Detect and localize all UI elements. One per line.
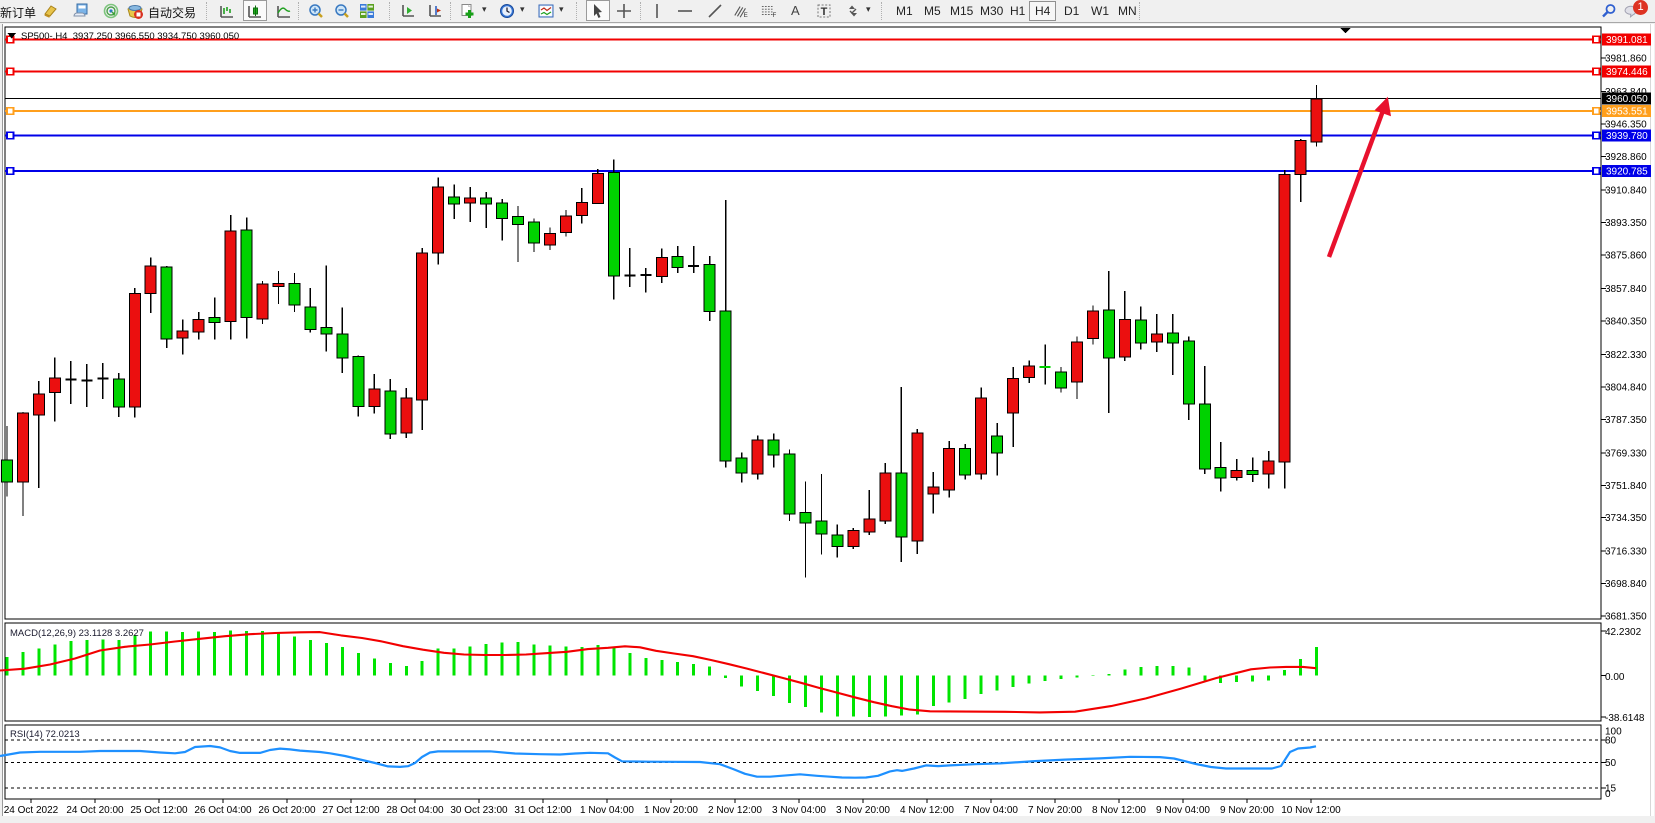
svg-text:24 Oct 20:00: 24 Oct 20:00: [66, 805, 124, 816]
svg-text:3920.785: 3920.785: [1606, 167, 1648, 178]
svg-text:3681.350: 3681.350: [1605, 612, 1647, 623]
svg-text:3 Nov 20:00: 3 Nov 20:00: [836, 805, 890, 816]
svg-text:-38.6148: -38.6148: [1605, 713, 1645, 724]
svg-text:3769.330: 3769.330: [1605, 448, 1647, 459]
svg-text:80: 80: [1605, 736, 1617, 747]
svg-text:3840.350: 3840.350: [1605, 316, 1647, 327]
svg-text:15: 15: [1605, 784, 1617, 795]
svg-text:27 Oct 12:00: 27 Oct 12:00: [322, 805, 380, 816]
svg-text:F: F: [773, 12, 777, 19]
svg-text:7 Nov 04:00: 7 Nov 04:00: [964, 805, 1018, 816]
svg-text:E: E: [744, 12, 748, 19]
svg-text:3875.860: 3875.860: [1605, 251, 1647, 262]
svg-text:10 Nov 12:00: 10 Nov 12:00: [1281, 805, 1341, 816]
svg-text:SP500-.H4 3937.250 3966.550 3: SP500-.H4 3937.250 3966.550 3934.750 396…: [21, 31, 239, 42]
svg-text:3734.350: 3734.350: [1605, 513, 1647, 524]
svg-text:8 Nov 12:00: 8 Nov 12:00: [1092, 805, 1146, 816]
svg-text:3698.840: 3698.840: [1605, 579, 1647, 590]
svg-text:RSI(14) 72.0213: RSI(14) 72.0213: [10, 729, 80, 740]
svg-text:3946.350: 3946.350: [1605, 120, 1647, 131]
svg-text:24 Oct 2022: 24 Oct 2022: [4, 805, 59, 816]
svg-text:0: 0: [1605, 789, 1611, 800]
svg-text:1 Nov 20:00: 1 Nov 20:00: [644, 805, 698, 816]
svg-text:2 Nov 12:00: 2 Nov 12:00: [708, 805, 762, 816]
svg-text:50: 50: [1605, 758, 1617, 769]
svg-text:30 Oct 23:00: 30 Oct 23:00: [450, 805, 508, 816]
svg-text:3939.780: 3939.780: [1606, 131, 1648, 142]
svg-text:26 Oct 20:00: 26 Oct 20:00: [258, 805, 316, 816]
svg-text:3960.050: 3960.050: [1606, 94, 1648, 105]
svg-text:3716.330: 3716.330: [1605, 547, 1647, 558]
svg-text:3804.840: 3804.840: [1605, 382, 1647, 393]
svg-text:3953.551: 3953.551: [1606, 107, 1648, 118]
svg-text:9 Nov 04:00: 9 Nov 04:00: [1156, 805, 1210, 816]
svg-text:25 Oct 12:00: 25 Oct 12:00: [130, 805, 188, 816]
svg-text:7 Nov 20:00: 7 Nov 20:00: [1028, 805, 1082, 816]
svg-text:MACD(12,26,9) 23.1128 3.2627: MACD(12,26,9) 23.1128 3.2627: [10, 628, 144, 639]
svg-text:3974.446: 3974.446: [1606, 67, 1648, 78]
svg-text:3910.840: 3910.840: [1605, 186, 1647, 197]
svg-text:3822.330: 3822.330: [1605, 350, 1647, 361]
svg-text:3991.081: 3991.081: [1606, 35, 1648, 46]
svg-text:31 Oct 12:00: 31 Oct 12:00: [514, 805, 572, 816]
svg-text:3787.350: 3787.350: [1605, 415, 1647, 426]
svg-text:4 Nov 12:00: 4 Nov 12:00: [900, 805, 954, 816]
svg-text:3857.840: 3857.840: [1605, 284, 1647, 295]
svg-text:3981.860: 3981.860: [1605, 54, 1647, 65]
svg-text:3 Nov 04:00: 3 Nov 04:00: [772, 805, 826, 816]
svg-text:42.2302: 42.2302: [1605, 627, 1642, 638]
svg-text:1 Nov 04:00: 1 Nov 04:00: [580, 805, 634, 816]
svg-text:100: 100: [1605, 727, 1622, 738]
svg-text:28 Oct 04:00: 28 Oct 04:00: [386, 805, 444, 816]
svg-text:0.00: 0.00: [1605, 672, 1625, 683]
svg-text:3928.860: 3928.860: [1605, 152, 1647, 163]
svg-text:3751.840: 3751.840: [1605, 481, 1647, 492]
svg-text:T: T: [821, 6, 828, 18]
svg-text:26 Oct 04:00: 26 Oct 04:00: [194, 805, 252, 816]
svg-text:3893.350: 3893.350: [1605, 218, 1647, 229]
svg-text:9 Nov 20:00: 9 Nov 20:00: [1220, 805, 1274, 816]
